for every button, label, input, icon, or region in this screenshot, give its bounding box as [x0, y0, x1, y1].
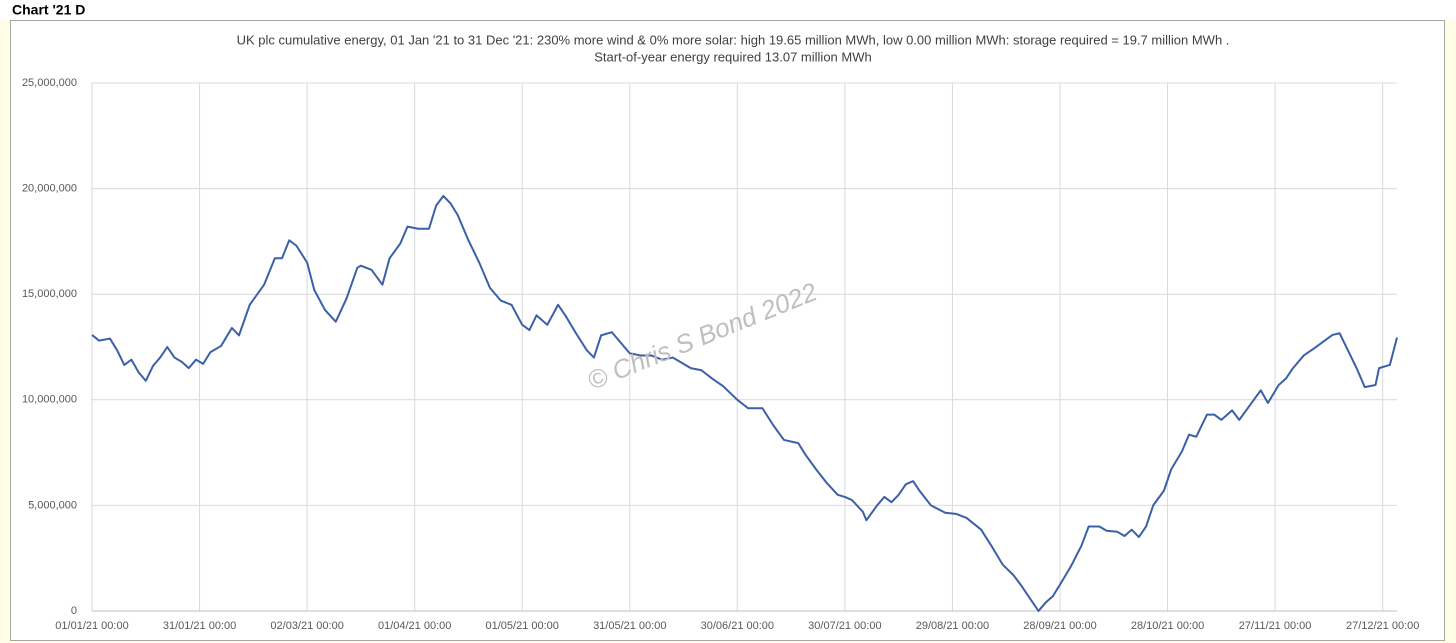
x-tick-label: 01/04/21 00:00 — [378, 620, 451, 632]
data-line — [91, 194, 1398, 612]
x-tick-label: 27/12/21 00:00 — [1346, 620, 1419, 632]
chart-title: UK plc cumulative energy, 01 Jan '21 to … — [237, 32, 1230, 47]
y-tick-label: 15,000,000 — [22, 288, 77, 300]
x-tick-label: 01/05/21 00:00 — [486, 620, 559, 632]
plot — [91, 194, 1398, 612]
x-tick-label: 29/08/21 00:00 — [916, 620, 989, 632]
x-tick-label: 30/06/21 00:00 — [701, 620, 774, 632]
x-tick-label: 31/05/21 00:00 — [593, 620, 666, 632]
x-tick-label: 01/01/21 00:00 — [55, 620, 128, 632]
x-tick-label: 02/03/21 00:00 — [270, 620, 343, 632]
x-tick-label: 28/10/21 00:00 — [1131, 620, 1204, 632]
y-tick-label: 25,000,000 — [22, 77, 77, 89]
y-tick-label: 0 — [71, 605, 77, 617]
x-tick-label: 31/01/21 00:00 — [163, 620, 236, 632]
x-tick-label: 28/09/21 00:00 — [1023, 620, 1096, 632]
y-tick-label: 10,000,000 — [22, 394, 77, 406]
grid: 0 5,000,000 10,000,000 15,000,000 20,000,000… — [22, 77, 1419, 632]
y-tick-label: 5,000,000 — [28, 499, 77, 511]
x-tick-label: 30/07/21 00:00 — [808, 620, 881, 632]
header: Chart '21 D — [12, 2, 85, 18]
chart-subtitle: Start-of-year energy required 13.07 mill… — [594, 49, 871, 64]
y-tick-label: 20,000,000 — [22, 183, 77, 195]
chart-area — [10, 20, 1445, 641]
x-tick-label: 27/11/21 00:00 — [1239, 620, 1312, 632]
